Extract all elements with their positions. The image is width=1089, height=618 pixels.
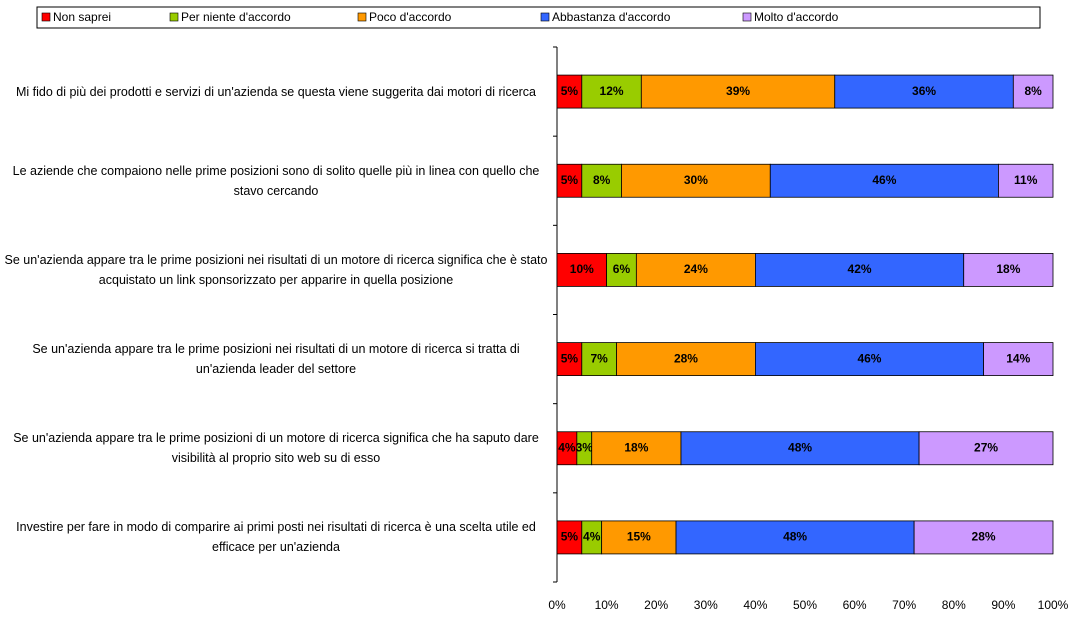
bar-segment (998, 163, 1054, 198)
bar-segment (556, 163, 583, 198)
bar-segment (1012, 74, 1054, 109)
legend-label: Non saprei (53, 10, 111, 24)
bar-segment (616, 342, 756, 376)
x-tick-label: 40% (743, 598, 767, 612)
bar-segment (556, 342, 583, 376)
value-label: 46% (857, 351, 881, 365)
x-tick-label: 100% (1038, 598, 1069, 612)
x-tick-label: 50% (793, 598, 817, 612)
bar-segment (963, 253, 1054, 287)
value-label: 10% (570, 262, 594, 276)
value-label: 5% (561, 530, 579, 544)
bar-segment (601, 520, 677, 555)
value-label: 39% (726, 84, 750, 98)
bar-segment (640, 74, 836, 109)
x-tick-label: 60% (843, 598, 867, 612)
value-label: 14% (1006, 351, 1030, 365)
x-tick-label: 10% (595, 598, 619, 612)
legend-swatch (540, 12, 550, 22)
legend-box (36, 6, 1041, 29)
value-label: 4% (558, 440, 576, 454)
value-label: 11% (1014, 173, 1038, 187)
value-label: 3% (576, 440, 594, 454)
value-label: 4% (583, 530, 601, 544)
category-label: Se un'azienda appare tra le prime posizi… (32, 342, 520, 377)
bar-segment (755, 342, 984, 376)
value-label: 8% (593, 173, 611, 187)
bar-segment (581, 74, 642, 109)
category-label: Investire per fare in modo di comparire … (16, 520, 536, 555)
legend-label: Poco d'accordo (369, 10, 452, 24)
bar-segment (834, 74, 1014, 109)
value-label: 36% (912, 84, 936, 98)
x-tick-label: 30% (694, 598, 718, 612)
value-label: 12% (600, 84, 624, 98)
x-tick-label: 20% (644, 598, 668, 612)
bar-segment (769, 163, 999, 198)
value-label: 28% (674, 351, 698, 365)
category-label: Le aziende che compaiono nelle prime pos… (12, 163, 540, 198)
value-label: 46% (872, 173, 896, 187)
legend-swatch (41, 12, 51, 22)
bar-segment (581, 163, 622, 198)
legend-swatch (742, 12, 752, 22)
legend-swatch (169, 12, 179, 22)
bar-segment (581, 342, 617, 376)
x-tick-label: 70% (892, 598, 916, 612)
value-label: 27% (974, 440, 998, 454)
bar-segment (918, 431, 1054, 466)
bar-segment (755, 253, 965, 287)
x-tick-label: 80% (942, 598, 966, 612)
legend-label: Per niente d'accordo (181, 10, 291, 24)
value-label: 7% (590, 351, 608, 365)
legend-label: Abbastanza d'accordo (552, 10, 671, 24)
bar-segment (913, 520, 1054, 555)
x-tick-label: 90% (991, 598, 1015, 612)
legend-label: Molto d'accordo (754, 10, 839, 24)
bar-segment (606, 253, 637, 287)
x-tick-label: 0% (548, 598, 566, 612)
value-label: 5% (561, 351, 579, 365)
value-label: 48% (783, 530, 807, 544)
value-label: 48% (788, 440, 812, 454)
value-label: 18% (996, 262, 1020, 276)
category-label: Se un'azienda appare tra le prime posizi… (4, 252, 548, 287)
value-label: 15% (627, 530, 651, 544)
value-label: 28% (972, 530, 996, 544)
legend-swatch (357, 12, 367, 22)
bar-segment (591, 431, 682, 466)
value-label: 42% (848, 262, 872, 276)
bar-segment (621, 163, 771, 198)
value-label: 8% (1024, 84, 1042, 98)
value-label: 5% (561, 173, 579, 187)
category-label: Se un'azienda appare tra le prime posizi… (13, 431, 539, 466)
value-label: 30% (684, 173, 708, 187)
bar-segment (680, 431, 920, 466)
bar-segment (635, 253, 756, 287)
value-label: 24% (684, 262, 708, 276)
value-label: 18% (624, 440, 648, 454)
category-label: Mi fido di più dei prodotti e servizi di… (15, 84, 537, 99)
value-label: 6% (613, 262, 631, 276)
value-label: 5% (561, 84, 579, 98)
bar-segment (983, 342, 1054, 376)
